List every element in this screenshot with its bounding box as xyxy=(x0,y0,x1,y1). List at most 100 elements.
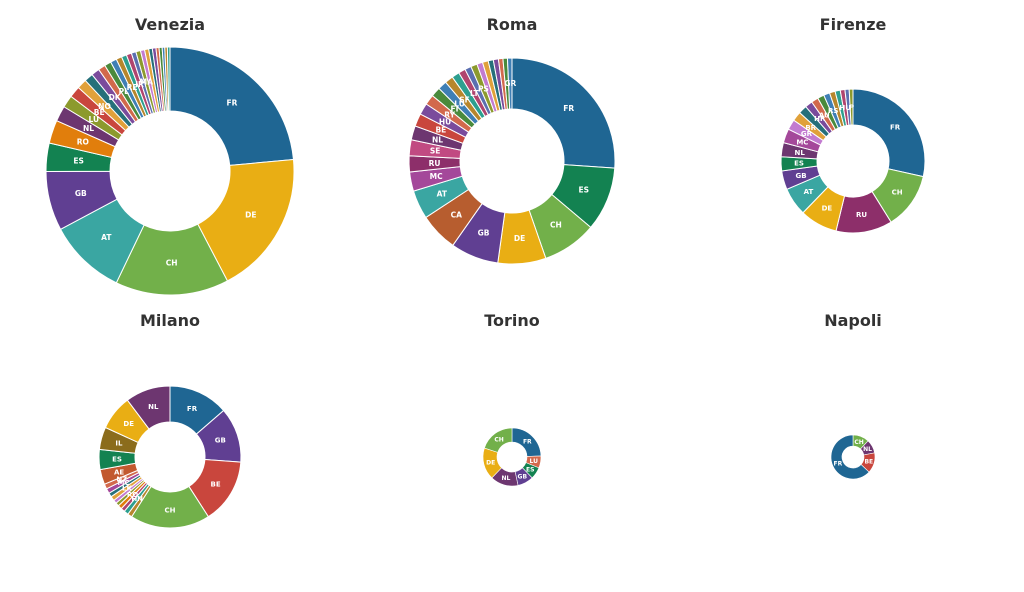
slice-label-milano-es: ES xyxy=(112,455,122,463)
slice-label-venezia-pl: PL xyxy=(119,87,129,96)
donut-slice-venezia-other-29[interactable] xyxy=(166,46,171,112)
chart-title-firenze: Firenze xyxy=(820,15,887,34)
chart-title-torino: Torino xyxy=(484,311,540,330)
slice-label-roma-es: ES xyxy=(579,186,590,195)
slice-label-roma-ca: CA xyxy=(451,211,463,220)
chart-title-milano: Milano xyxy=(140,311,200,330)
slice-label-roma-fr: FR xyxy=(563,104,574,113)
slice-label-venezia-dk: DK xyxy=(109,93,122,102)
slice-label-milano-be: BE xyxy=(211,481,221,489)
slice-label-firenze-mc: MC xyxy=(796,139,808,147)
slice-label-roma-gb: GB xyxy=(478,229,490,238)
slice-label-roma-be: BE xyxy=(435,126,446,135)
donut-slice-napoli-fr[interactable] xyxy=(830,434,870,480)
slice-label-torino-es: ES xyxy=(526,466,534,473)
donut-slice-roma-fr[interactable] xyxy=(511,57,616,169)
slice-label-napoli-ch: CH xyxy=(854,439,863,446)
chart-title-venezia: Venezia xyxy=(135,15,205,34)
slice-label-milano-hn: HN xyxy=(131,495,143,503)
slice-label-milano-gb: GB xyxy=(215,437,226,445)
slice-label-roma-ps: PS xyxy=(478,85,489,94)
slice-label-torino-de: DE xyxy=(486,459,495,466)
slice-label-venezia-fr: FR xyxy=(227,99,238,108)
slice-label-roma-fi: FI xyxy=(451,105,459,114)
slice-label-torino-fr: FR xyxy=(523,438,532,445)
slice-label-firenze-p: P xyxy=(849,104,854,112)
chart-title-napoli: Napoli xyxy=(824,311,882,330)
slice-label-milano-lk: LK xyxy=(122,484,132,492)
slice-label-roma-de: DE xyxy=(514,234,525,243)
slice-label-firenze-gr: GR xyxy=(801,130,813,138)
slice-label-venezia-re: RE xyxy=(127,83,138,92)
slice-label-firenze-ch: CH xyxy=(892,189,903,197)
slice-label-firenze-at: AT xyxy=(804,188,814,196)
slice-label-milano-mc: MC xyxy=(117,479,129,487)
slice-label-firenze-hr: HR xyxy=(814,115,826,123)
slice-label-venezia-no: NO xyxy=(98,102,111,111)
slice-label-venezia-gb: GB xyxy=(75,189,87,198)
slice-label-venezia-ch: CH xyxy=(166,259,178,268)
slice-label-firenze-au: AU xyxy=(819,112,830,120)
slice-label-roma-lt: LT xyxy=(470,89,480,98)
slice-label-firenze-fr: FR xyxy=(890,124,901,132)
slice-label-venezia-be: BE xyxy=(94,108,105,117)
slice-label-milano-nl: NL xyxy=(148,403,159,411)
donut-slice-venezia-fr[interactable] xyxy=(169,46,295,166)
donut-slice-roma-gr[interactable] xyxy=(506,57,513,110)
slice-label-firenze-rs: RS xyxy=(828,107,838,115)
slice-label-firenze-hu: HU xyxy=(839,104,851,112)
slice-label-venezia-de: DE xyxy=(245,211,256,220)
slice-label-milano-ae: AE xyxy=(114,468,124,476)
slice-label-venezia-lu: LU xyxy=(88,115,99,124)
slice-label-firenze-ru: RU xyxy=(856,211,867,219)
slice-label-torino-gb: GB xyxy=(518,474,528,481)
slice-label-roma-at: AT xyxy=(437,190,448,199)
slice-label-torino-ch: CH xyxy=(494,436,503,443)
slice-label-roma-gr: GR xyxy=(504,79,516,88)
slice-label-venezia-ir: IR xyxy=(135,80,144,89)
slice-label-roma-ch: CH xyxy=(550,221,562,230)
slice-label-milano-il: IL xyxy=(115,439,123,447)
slice-label-venezia-ro: RO xyxy=(77,137,89,146)
slice-label-milano-fr: FR xyxy=(187,405,198,413)
slice-label-milano-de: DE xyxy=(123,420,134,428)
donut-slice-venezia-de[interactable] xyxy=(197,158,295,282)
slice-label-roma-hu: HU xyxy=(439,118,451,127)
slice-label-torino-lu: LU xyxy=(529,458,538,465)
donut-slice-firenze-p[interactable] xyxy=(848,88,854,126)
slice-label-venezia-nl: NL xyxy=(83,124,94,133)
chart-title-roma: Roma xyxy=(487,15,538,34)
slice-label-roma-mc: MC xyxy=(430,172,443,181)
slice-label-firenze-es: ES xyxy=(794,160,804,168)
slice-label-roma-ru: RU xyxy=(429,159,441,168)
slice-label-milano-ro: RO xyxy=(127,491,138,499)
slice-label-torino-nl: NL xyxy=(501,475,510,482)
slice-label-roma-nl: NL xyxy=(432,135,443,144)
slice-label-napoli-be: BE xyxy=(864,459,873,466)
slice-label-firenze-br: BR xyxy=(805,124,816,132)
donut-slice-milano-nl[interactable] xyxy=(126,385,171,430)
slice-label-roma-ry: RY xyxy=(444,111,455,120)
donut-slice-torino-ch[interactable] xyxy=(484,427,513,453)
slice-label-roma-se: SE xyxy=(430,147,441,156)
slice-label-milano-ch: CH xyxy=(165,507,176,515)
slice-label-firenze-de: DE xyxy=(822,205,833,213)
slice-label-venezia-at: AT xyxy=(101,233,112,242)
slice-label-roma-lu: LU xyxy=(454,100,465,109)
slice-label-firenze-gb: GB xyxy=(795,172,806,180)
slice-label-venezia-es: ES xyxy=(73,156,84,165)
slice-label-roma-sf: SF xyxy=(459,95,470,104)
slice-label-venezia-ma: MA xyxy=(140,78,153,87)
slice-label-napoli-nl: NL xyxy=(863,446,872,453)
donut-slice-firenze-fr[interactable] xyxy=(852,88,926,178)
slice-label-firenze-nl: NL xyxy=(795,149,806,157)
slice-label-napoli-fr: FR xyxy=(834,461,843,468)
